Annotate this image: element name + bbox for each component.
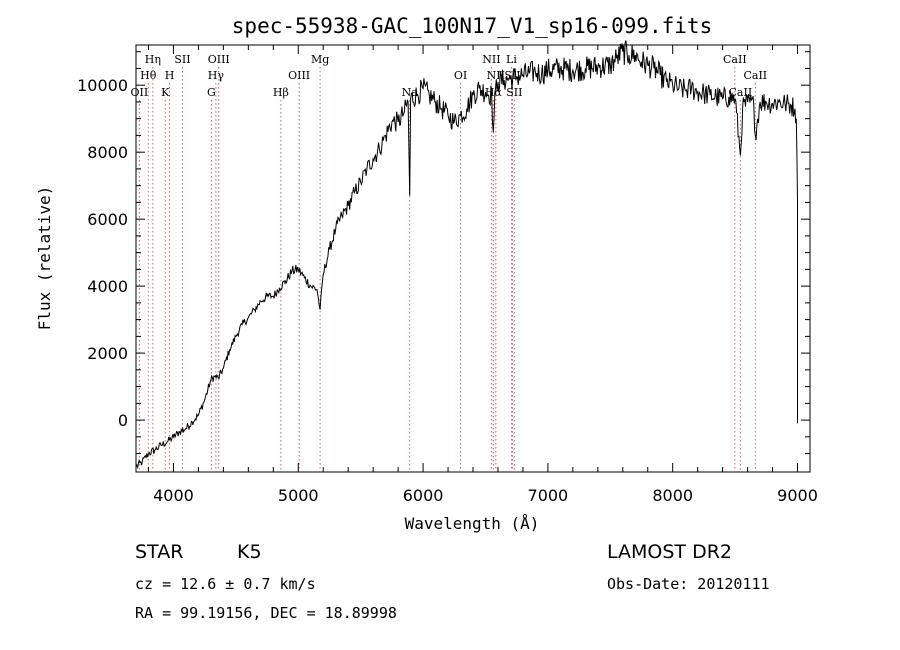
x-tick-label: 8000 <box>652 486 693 505</box>
spectral-marker-label: Hθ <box>140 69 157 82</box>
spectral-marker-label: CaII <box>723 53 747 66</box>
spectral-marker-label: Mg <box>311 53 329 66</box>
spectral-marker-label: OIII <box>288 69 310 82</box>
y-tick-label: 6000 <box>87 210 128 229</box>
spectral-marker-label: G <box>207 86 216 99</box>
spectral-marker-label: Hβ <box>273 86 289 99</box>
x-tick-label: 6000 <box>403 486 444 505</box>
spectral-marker-label: Li <box>506 53 517 66</box>
spectral-marker-label: SII <box>506 86 522 99</box>
y-axis: 0 2000 4000 6000 8000 10000 <box>77 51 810 455</box>
y-tick-label: 8000 <box>87 143 128 162</box>
spectral-line-markers <box>138 67 756 472</box>
spectral-line-labels: OIIHθHηKHSIIGHγOIIIHβOIIIMgNaOINIIHαNIIL… <box>131 53 768 99</box>
y-axis-label: Flux (relative) <box>35 186 54 331</box>
spectral-marker-label: Hγ <box>208 69 225 82</box>
x-tick-label: 7000 <box>528 486 569 505</box>
spectral-marker-label: OII <box>131 86 149 99</box>
x-tick-label: 9000 <box>777 486 818 505</box>
x-tick-label: 5000 <box>278 486 319 505</box>
spectrum-line <box>135 40 798 470</box>
spectral-marker-label: CaII <box>743 69 767 82</box>
spectral-marker-label: Na <box>402 86 419 99</box>
x-axis: 4000 5000 6000 7000 8000 9000 <box>147 45 818 505</box>
chart-title: spec-55938-GAC_100N17_V1_sp16-099.fits <box>232 14 712 38</box>
x-axis-label: Wavelength (Å) <box>405 514 540 533</box>
y-tick-label: 0 <box>118 411 128 430</box>
plot-frame <box>135 44 811 473</box>
spectral-marker-label: K <box>161 86 170 99</box>
spectral-marker-label: Hη <box>145 53 161 66</box>
spectral-marker-label: H <box>165 69 175 82</box>
y-tick-label: 4000 <box>87 277 128 296</box>
y-tick-label: 10000 <box>77 76 128 95</box>
x-tick-label: 4000 <box>153 486 194 505</box>
spectral-marker-label: OIII <box>208 53 230 66</box>
spectral-marker-label: NII <box>482 53 500 66</box>
y-tick-label: 2000 <box>87 344 128 363</box>
spectral-marker-label: SII <box>174 53 190 66</box>
spectral-marker-label: OI <box>454 69 467 82</box>
